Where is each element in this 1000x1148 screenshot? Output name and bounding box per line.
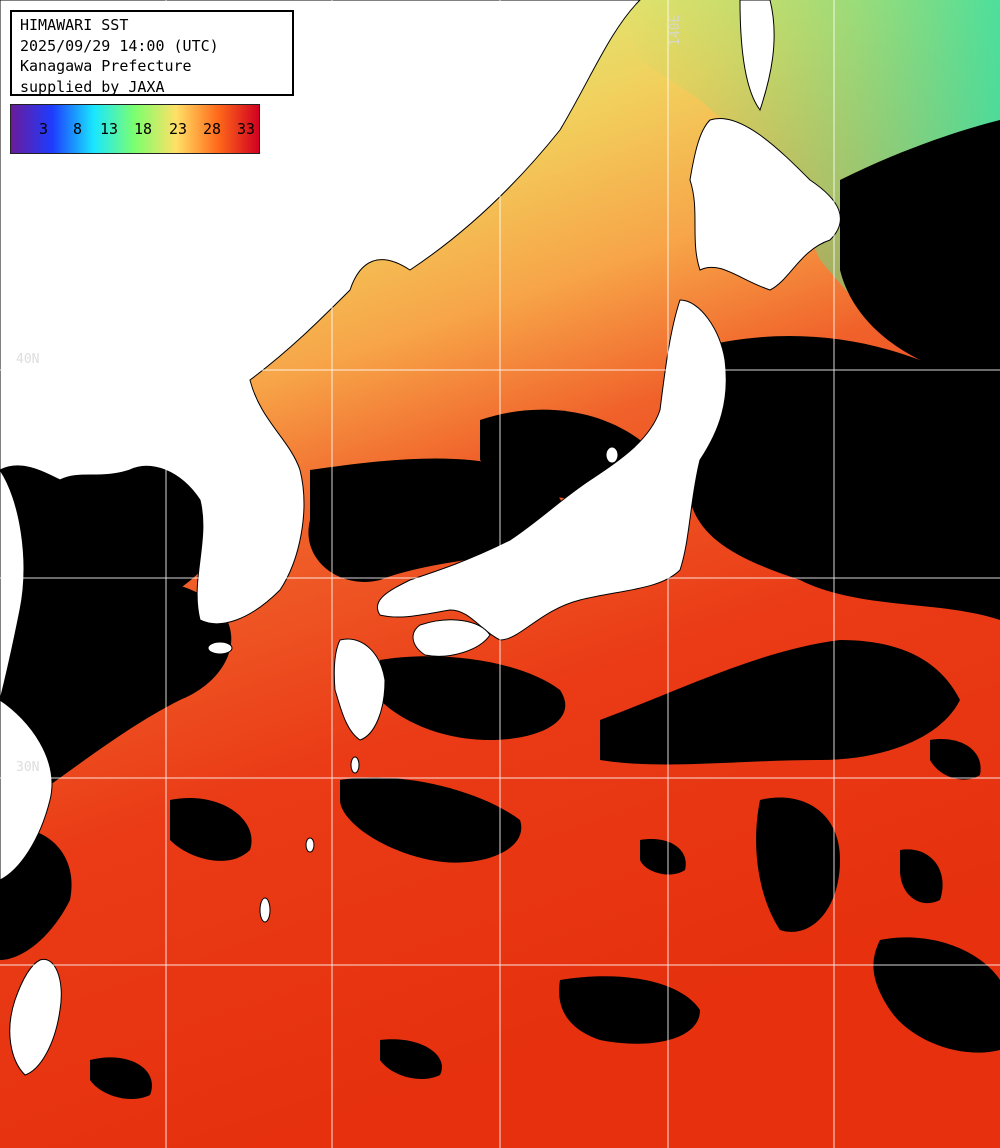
longitude-label-140e: 140E [668,14,683,46]
hokkaido [689,118,841,291]
latitude-label-30n: 30N [16,760,40,775]
colorbar-tick-13: 13 [100,120,119,138]
asian-mainland [0,0,641,625]
shikoku [412,619,491,657]
product-title: HIMAWARI SST [20,16,129,34]
okinawa-island [259,897,271,923]
colorbar-tick-23: 23 [169,120,188,138]
land-masses [0,0,841,1076]
data-credit: supplied by JAXA [20,77,165,96]
honshu [377,299,727,641]
product-info-box: HIMAWARI SST 2025/09/29 14:00 (UTC) Kana… [10,10,294,96]
colorbar-tick-33: 33 [237,120,256,138]
tanegashima-island [350,756,360,774]
china-coast-south [0,699,53,881]
jeju-island [207,641,233,655]
cloud-cover [0,120,1000,1100]
colorbar-tick-labels: 3 8 13 18 23 28 33 [11,105,259,153]
kyushu [333,638,386,741]
colorbar-tick-3: 3 [39,120,49,138]
sst-colorbar: 3 8 13 18 23 28 33 [10,104,260,154]
observation-datetime: 2025/09/29 14:00 (UTC) [20,36,219,55]
colorbar-tick-18: 18 [134,120,153,138]
china-coast [0,469,25,701]
sado-island [605,446,619,464]
region-name: Kanagawa Prefecture [20,57,192,75]
colorbar-tick-8: 8 [73,120,83,138]
taiwan [9,958,62,1076]
amami-island [305,837,315,853]
latitude-label-40n: 40N [16,352,40,367]
colorbar-tick-28: 28 [203,120,222,138]
sakhalin [739,0,775,112]
